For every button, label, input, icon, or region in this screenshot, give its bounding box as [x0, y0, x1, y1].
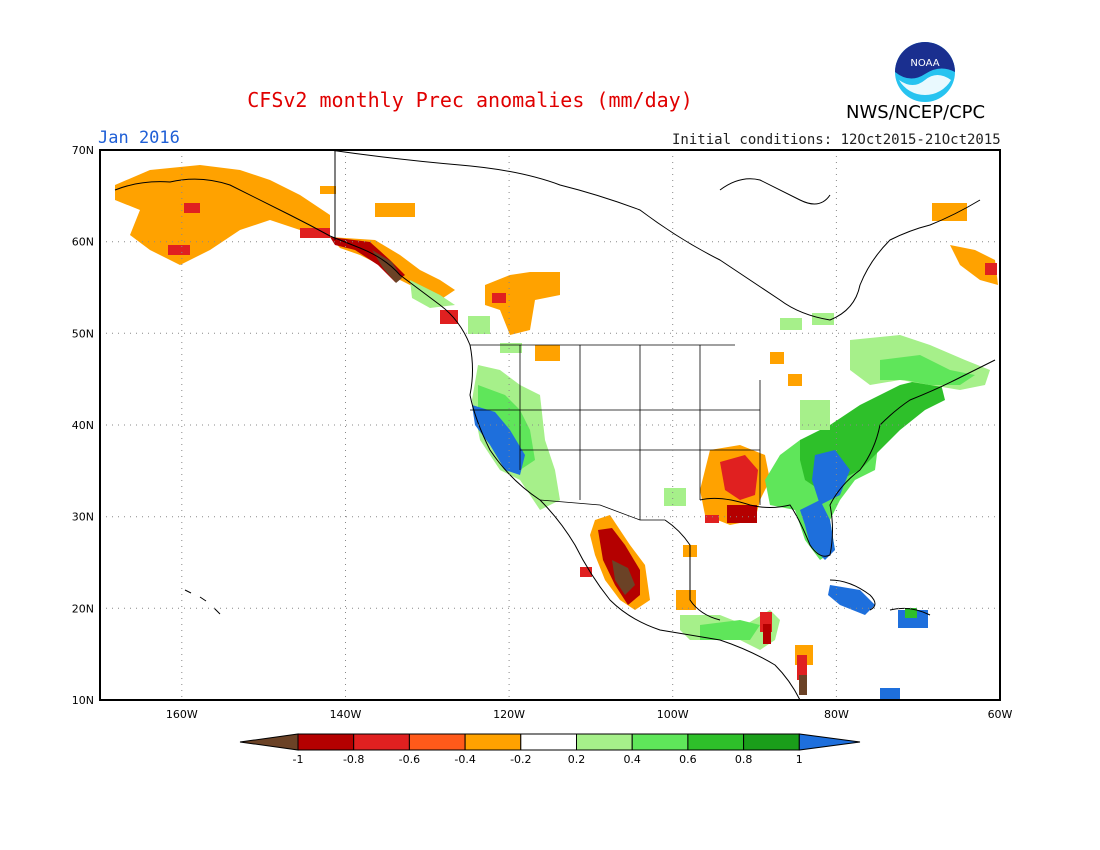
legend-label: 0.8 [735, 753, 753, 766]
lon-label: 100W [657, 708, 689, 721]
legend-swatch [687, 733, 745, 751]
legend-labels: -1 -0.8 -0.6 -0.4 -0.2 0.2 0.4 0.6 0.8 1 [293, 753, 803, 766]
legend-label: 0.4 [623, 753, 641, 766]
map-title: CFSv2 monthly Prec anomalies (mm/day) [247, 88, 693, 112]
lat-label: 10N [72, 694, 94, 707]
legend-swatch [576, 733, 633, 751]
legend-label: -1 [293, 753, 304, 766]
lon-label: 160W [166, 708, 198, 721]
legend-swatch [520, 733, 577, 751]
legend-label: -0.2 [510, 753, 531, 766]
legend-swatch [743, 733, 800, 751]
lat-label: 60N [72, 236, 94, 249]
map-frame [99, 149, 1001, 701]
forecast-month: Jan 2016 [98, 128, 180, 148]
lat-label: 70N [72, 144, 94, 157]
legend-label: -0.8 [343, 753, 364, 766]
agency-label: NWS/NCEP/CPC [846, 102, 986, 123]
legend-swatch [297, 733, 355, 751]
noaa-logo-icon: NOAA [895, 42, 955, 102]
legend-swatch [353, 733, 410, 751]
lat-label: 40N [72, 419, 94, 432]
legend-arrow-right [798, 733, 861, 751]
latitude-labels: 70N 60N 50N 40N 30N 20N 10N [72, 144, 94, 707]
anomaly-patches [115, 165, 998, 700]
legend-arrow-left [239, 733, 299, 751]
legend-label: -0.4 [454, 753, 475, 766]
legend-label: -0.6 [399, 753, 420, 766]
lon-label: 60W [988, 708, 1013, 721]
logo-text: NOAA [910, 58, 939, 69]
initial-conditions: Initial conditions: 12Oct2015-21Oct2015 [672, 132, 1001, 148]
legend-swatch [408, 733, 466, 751]
legend-label: 0.6 [679, 753, 697, 766]
map-gridlines [100, 150, 1000, 700]
legend-label: 1 [796, 753, 803, 766]
lon-label: 140W [330, 708, 362, 721]
lon-label: 80W [824, 708, 849, 721]
lat-label: 20N [72, 602, 94, 615]
legend-colorbar [239, 733, 861, 751]
state-boundaries [470, 344, 761, 521]
legend-swatch [631, 733, 689, 751]
lat-label: 50N [72, 327, 94, 340]
legend-swatch [464, 733, 522, 751]
coastlines [114, 149, 996, 701]
longitude-labels: 160W 140W 120W 100W 80W 60W [166, 708, 1013, 721]
lat-label: 30N [72, 511, 94, 524]
lon-label: 120W [493, 708, 525, 721]
legend-label: 0.2 [568, 753, 586, 766]
